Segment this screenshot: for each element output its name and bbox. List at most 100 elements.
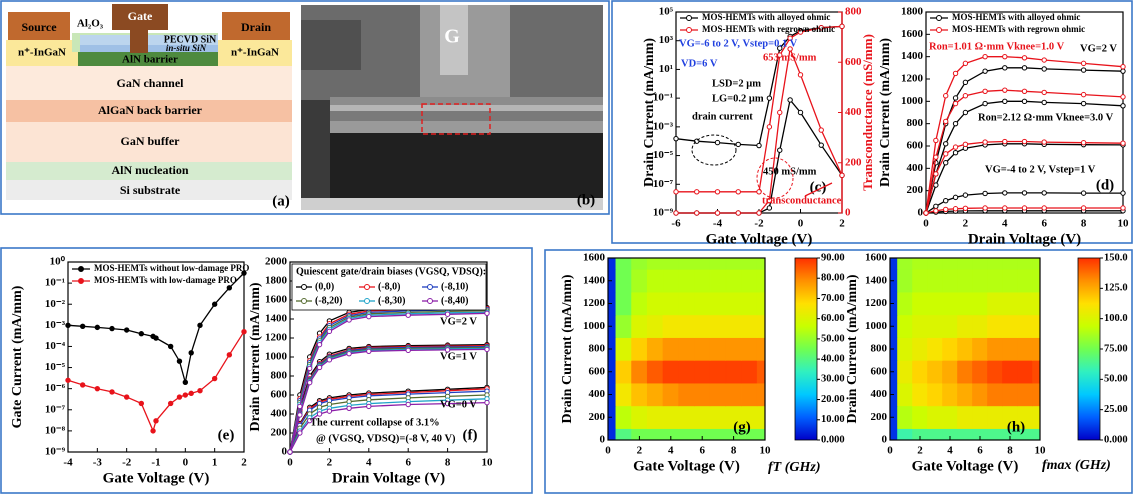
legend-marker: [79, 279, 84, 284]
data-point: [1081, 101, 1085, 105]
legend-label: MOS-HEMTs with alloyed ohmic: [702, 12, 830, 22]
colorbar-tick-label: 150.0: [1104, 252, 1128, 263]
contour-cell: [958, 269, 973, 292]
contour-cell: [1033, 406, 1041, 429]
contour-cell: [663, 406, 679, 429]
data-point: [944, 94, 948, 98]
contour-cell: [928, 315, 943, 338]
x-tick-label: 10: [760, 445, 772, 457]
data-point: [1081, 61, 1085, 65]
contour-cell: [898, 360, 913, 383]
contour-cell: [943, 315, 958, 338]
annotation: 653 mS/mm: [763, 52, 817, 63]
colorbar-tick-label: 90.00: [821, 252, 845, 263]
contour-cell: [1018, 360, 1033, 383]
curve: [68, 273, 244, 382]
data-point: [367, 404, 371, 408]
data-point: [1042, 100, 1046, 104]
contour-cell: [943, 269, 958, 292]
contour-cell: [1033, 338, 1041, 361]
y-tick-label: 1200: [265, 332, 288, 344]
contour-cell: [726, 338, 742, 361]
y-tick-label: 1400: [901, 50, 924, 62]
data-point: [406, 402, 410, 406]
contour-cell: [958, 315, 973, 338]
y-axis-label: Drain Current (mA/mm): [560, 274, 575, 423]
y-tick-label: 600: [589, 365, 606, 377]
contour-cell: [647, 406, 663, 429]
legend-label: (-8,10): [441, 281, 469, 292]
data-point: [1042, 206, 1046, 210]
y-tick-label: 800: [271, 370, 288, 382]
y-tick-label: 10⁻³: [45, 319, 66, 331]
data-point: [983, 140, 987, 144]
contour-cell: [616, 406, 632, 429]
data-point: [715, 190, 719, 194]
y-tick-label: 400: [589, 388, 606, 400]
x-tick-label: 6: [405, 457, 411, 469]
y-tick-label: 800: [871, 343, 888, 355]
image-region: [330, 105, 603, 111]
y-axis-label: Drain Current (mA/mm): [642, 38, 657, 187]
layer-label: AlN barrier: [122, 54, 178, 66]
contour-cell: [726, 269, 742, 292]
gate-label: G: [444, 26, 460, 48]
contour-cell: [726, 360, 742, 383]
contour-cell: [898, 292, 913, 315]
contour-cell: [1018, 383, 1033, 406]
data-point: [227, 286, 231, 290]
data-point: [1042, 58, 1046, 62]
data-point: [212, 302, 216, 306]
data-point: [953, 195, 957, 199]
data-point: [934, 183, 938, 187]
legend-label: (-8,0): [378, 281, 401, 292]
data-point: [983, 54, 987, 58]
y-axis-label: Drain Current (mA/mm): [248, 282, 263, 431]
data-point: [944, 207, 948, 211]
colorbar-tick-label: 10.00: [821, 414, 845, 425]
contour-cell: [928, 258, 943, 269]
data-point: [367, 349, 371, 353]
data-point: [944, 142, 948, 146]
contour-cell: [757, 383, 765, 406]
data-point: [934, 155, 938, 159]
panel-label: (a): [272, 193, 290, 209]
data-point: [983, 69, 987, 73]
contour-cell: [694, 383, 710, 406]
contour-cell: [913, 383, 928, 406]
data-point: [95, 325, 99, 329]
contour-cell: [757, 292, 765, 315]
panel-label: (g): [733, 419, 751, 435]
data-point: [1022, 66, 1026, 70]
data-point: [154, 336, 158, 340]
contour-cell: [898, 406, 913, 429]
contour-cell: [943, 406, 958, 429]
x-tick-label: 0: [923, 218, 929, 230]
x-tick-label: 4: [668, 445, 674, 457]
colorbar-tick-label: 80.00: [821, 273, 845, 284]
x-tick-label: 4: [947, 445, 953, 457]
x-tick-label: -6: [671, 218, 681, 230]
y-tick-label: 1000: [265, 351, 288, 363]
legend-marker: [365, 299, 370, 304]
chart-panel: 0.00025.0050.0075.00100.0125.0150.0fmax …: [845, 252, 1127, 475]
data-point: [953, 71, 957, 75]
data-point: [1121, 141, 1125, 145]
layer-label: Gate: [128, 9, 153, 23]
data-point: [95, 386, 99, 390]
legend-label: (0,0): [315, 281, 334, 292]
legend-marker: [428, 299, 433, 304]
y-tick-label: 10⁻¹: [45, 277, 65, 289]
data-point: [406, 313, 410, 317]
annotation: VG=2 V: [1080, 43, 1117, 54]
x-axis-label: Gate Voltage (V): [706, 231, 813, 247]
contour-cell: [726, 383, 742, 406]
legend-label: (-8,30): [378, 295, 406, 306]
annotation: VG=-6 to 2 V, Vstep=0.1 V: [679, 38, 798, 49]
contour-cell: [679, 338, 695, 361]
chart-panel: -6-4-20210⁻⁹10⁻⁷10⁻⁵10⁻³10⁻¹10¹10³10⁵020…: [642, 6, 875, 248]
contour-cell: [988, 292, 1003, 315]
data-point: [1121, 104, 1125, 108]
contour-cell: [913, 360, 928, 383]
data-point: [840, 173, 844, 177]
